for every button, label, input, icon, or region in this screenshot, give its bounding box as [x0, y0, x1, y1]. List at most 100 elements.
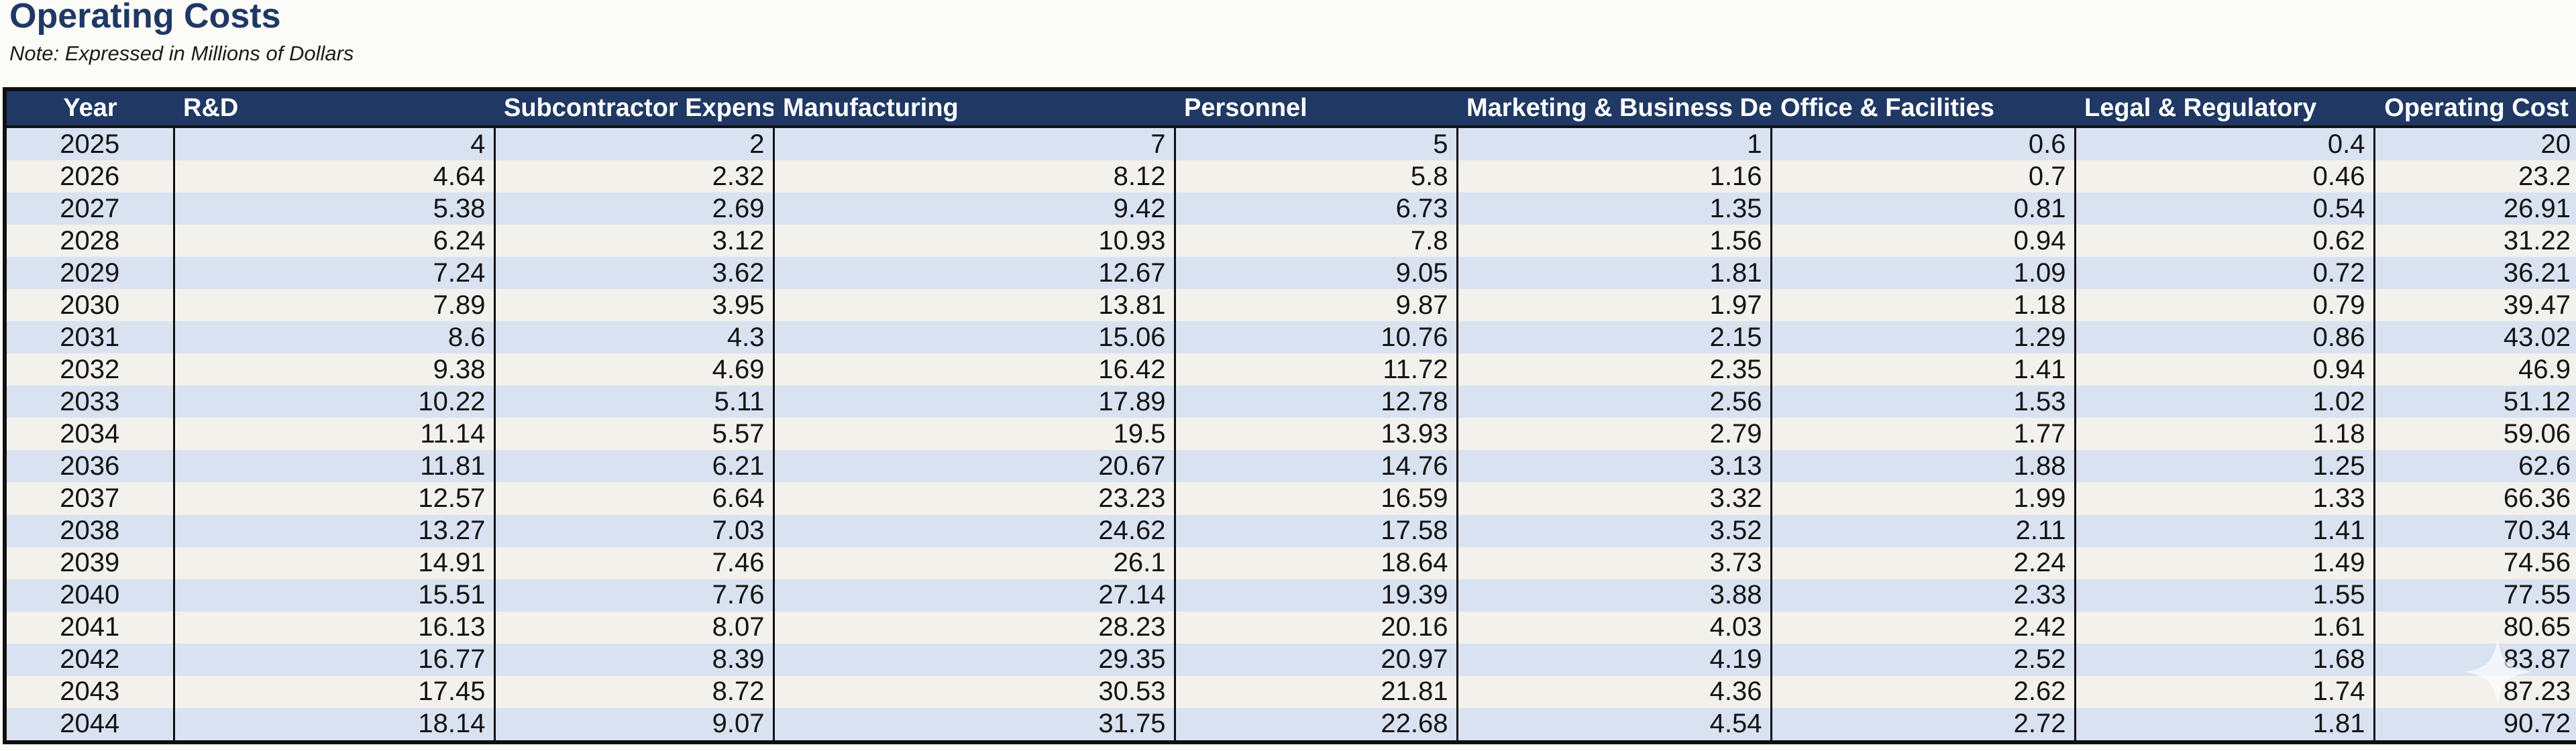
value-cell-r-d: 14.91: [172, 546, 496, 579]
value-cell-operating-cost: 74.56: [2373, 546, 2576, 579]
year-cell: 2028: [3, 225, 175, 257]
value-cell-subcontractor-expenses: 9.07: [493, 707, 775, 742]
value-cell-office-facilities: 1.88: [1770, 450, 2076, 483]
year-cell: 2027: [3, 192, 175, 225]
value-cell-office-facilities: 0.94: [1770, 225, 2076, 257]
value-cell-manufacturing: 19.5: [772, 418, 1176, 451]
table-row-2044: 2044 18.14 9.07 31.75 22.68 4.54 2.72 1.81 90.72: [3, 707, 2576, 742]
value-cell-operating-cost: 80.65: [2373, 611, 2576, 644]
value-cell-legal-regulatory: 0.94: [2074, 353, 2375, 386]
value-cell-legal-regulatory: 1.81: [2074, 707, 2375, 742]
value-cell-personnel: 12.78: [1173, 386, 1458, 418]
year-cell: 2033: [3, 386, 175, 418]
year-cell: 2030: [3, 289, 175, 322]
value-cell-personnel: 20.16: [1173, 611, 1458, 644]
value-cell-operating-cost: 36.21: [2373, 257, 2576, 290]
value-cell-subcontractor-expenses: 2.32: [493, 160, 775, 193]
value-cell-operating-cost: 70.34: [2373, 514, 2576, 547]
value-cell-legal-regulatory: 0.79: [2074, 289, 2375, 322]
value-cell-operating-cost: 51.12: [2373, 386, 2576, 418]
value-cell-subcontractor-expenses: 4.3: [493, 321, 775, 354]
value-cell-personnel: 7.8: [1173, 225, 1458, 257]
value-cell-operating-cost: 62.6: [2373, 450, 2576, 483]
value-cell-legal-regulatory: 0.54: [2074, 192, 2375, 225]
value-cell-legal-regulatory: 1.33: [2074, 482, 2375, 515]
column-header-r-d: R&D: [174, 89, 494, 127]
value-cell-operating-cost: 87.23: [2373, 675, 2576, 708]
value-cell-personnel: 9.87: [1173, 289, 1458, 322]
value-cell-personnel: 17.58: [1173, 514, 1458, 547]
value-cell-manufacturing: 29.35: [772, 643, 1176, 676]
value-cell-personnel: 18.64: [1173, 546, 1458, 579]
table-row-2039: 2039 14.91 7.46 26.1 18.64 3.73 2.24 1.49 74.56: [3, 546, 2576, 579]
year-cell: 2037: [3, 482, 175, 515]
value-cell-marketing-business-dev: 1.16: [1456, 160, 1772, 193]
value-cell-office-facilities: 2.52: [1770, 643, 2076, 676]
value-cell-office-facilities: 1.99: [1770, 482, 2076, 515]
table-row-2042: 2042 16.77 8.39 29.35 20.97 4.19 2.52 1.68 83.87: [3, 643, 2576, 676]
value-cell-marketing-business-dev: 4.36: [1456, 675, 1772, 708]
value-cell-r-d: 10.22: [172, 386, 496, 418]
value-cell-personnel: 6.73: [1173, 192, 1458, 225]
table-row-2040: 2040 15.51 7.76 27.14 19.39 3.88 2.33 1.55 77.55: [3, 579, 2576, 612]
table-row-2034: 2034 11.14 5.57 19.5 13.93 2.79 1.77 1.18 59.06: [3, 418, 2576, 451]
value-cell-r-d: 8.6: [172, 321, 496, 354]
value-cell-operating-cost: 46.9: [2373, 353, 2576, 386]
value-cell-office-facilities: 1.09: [1770, 257, 2076, 290]
value-cell-r-d: 7.24: [172, 257, 496, 290]
column-header-subcontractor-expenses: Subcontractor Expenses: [494, 89, 773, 127]
value-cell-subcontractor-expenses: 2.69: [493, 192, 775, 225]
value-cell-r-d: 16.77: [172, 643, 496, 676]
value-cell-manufacturing: 20.67: [772, 450, 1176, 483]
table-row-2043: 2043 17.45 8.72 30.53 21.81 4.36 2.62 1.74 87.23: [3, 675, 2576, 708]
value-cell-office-facilities: 1.77: [1770, 418, 2076, 451]
value-cell-office-facilities: 2.33: [1770, 579, 2076, 612]
value-cell-legal-regulatory: 1.49: [2074, 546, 2375, 579]
table-row-2033: 2033 10.22 5.11 17.89 12.78 2.56 1.53 1.02 51.12: [3, 386, 2576, 418]
value-cell-personnel: 5: [1173, 127, 1458, 161]
value-cell-subcontractor-expenses: 3.62: [493, 257, 775, 290]
year-cell: 2042: [3, 643, 175, 676]
value-cell-r-d: 9.38: [172, 353, 496, 386]
table-row-2038: 2038 13.27 7.03 24.62 17.58 3.52 2.11 1.41 70.34: [3, 514, 2576, 547]
value-cell-marketing-business-dev: 4.03: [1456, 611, 1772, 644]
value-cell-personnel: 10.76: [1173, 321, 1458, 354]
value-cell-operating-cost: 23.2: [2373, 160, 2576, 193]
table-row-2036: 2036 11.81 6.21 20.67 14.76 3.13 1.88 1.25 62.6: [3, 450, 2576, 483]
value-cell-manufacturing: 23.23: [772, 482, 1176, 515]
value-cell-personnel: 14.76: [1173, 450, 1458, 483]
value-cell-operating-cost: 26.91: [2373, 192, 2576, 225]
value-cell-r-d: 6.24: [172, 225, 496, 257]
value-cell-office-facilities: 0.6: [1770, 127, 2076, 161]
value-cell-manufacturing: 17.89: [772, 386, 1176, 418]
value-cell-marketing-business-dev: 2.15: [1456, 321, 1772, 354]
value-cell-manufacturing: 31.75: [772, 707, 1176, 742]
year-cell: 2029: [3, 257, 175, 290]
value-cell-marketing-business-dev: 3.13: [1456, 450, 1772, 483]
value-cell-subcontractor-expenses: 3.95: [493, 289, 775, 322]
value-cell-legal-regulatory: 1.68: [2074, 643, 2375, 676]
value-cell-legal-regulatory: 1.74: [2074, 675, 2375, 708]
column-header-legal-regulatory: Legal & Regulatory: [2075, 89, 2374, 127]
value-cell-subcontractor-expenses: 7.03: [493, 514, 775, 547]
value-cell-marketing-business-dev: 4.19: [1456, 643, 1772, 676]
value-cell-personnel: 20.97: [1173, 643, 1458, 676]
value-cell-manufacturing: 10.93: [772, 225, 1176, 257]
value-cell-manufacturing: 8.12: [772, 160, 1176, 193]
value-cell-manufacturing: 26.1: [772, 546, 1176, 579]
value-cell-office-facilities: 2.62: [1770, 675, 2076, 708]
value-cell-r-d: 5.38: [172, 192, 496, 225]
value-cell-operating-cost: 66.36: [2373, 482, 2576, 515]
year-cell: 2036: [3, 450, 175, 483]
value-cell-r-d: 4: [172, 127, 496, 161]
value-cell-subcontractor-expenses: 6.64: [493, 482, 775, 515]
value-cell-manufacturing: 16.42: [772, 353, 1176, 386]
value-cell-marketing-business-dev: 3.73: [1456, 546, 1772, 579]
column-header-year: Year: [5, 89, 174, 127]
value-cell-legal-regulatory: 1.18: [2074, 418, 2375, 451]
table-row-2028: 2028 6.24 3.12 10.93 7.8 1.56 0.94 0.62 31.22: [3, 225, 2576, 257]
value-cell-office-facilities: 1.18: [1770, 289, 2076, 322]
value-cell-r-d: 11.14: [172, 418, 496, 451]
value-cell-legal-regulatory: 1.25: [2074, 450, 2375, 483]
